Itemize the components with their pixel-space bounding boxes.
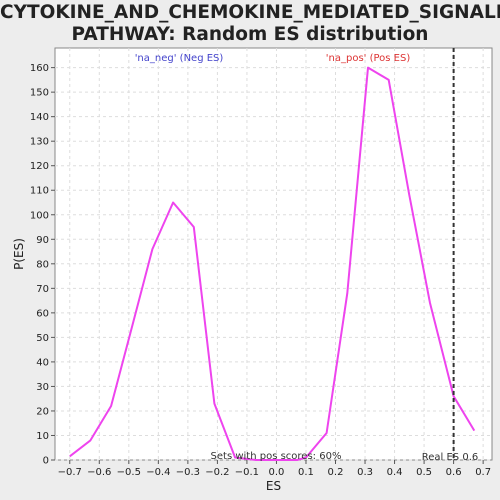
y-tick-label: 20	[36, 406, 49, 417]
y-tick-label: 10	[36, 431, 49, 442]
x-axis-label: ES	[266, 479, 281, 493]
chart-title: CYTOKINE_AND_CHEMOKINE_MEDIATED_SIGNALIN…	[0, 2, 500, 46]
pos-es-label: 'na_pos' (Pos ES)	[326, 53, 411, 64]
y-tick-label: 120	[30, 161, 49, 172]
x-tick-label: 0.6	[446, 467, 462, 478]
y-tick-label: 90	[36, 235, 49, 246]
x-tick-label: 0.7	[475, 467, 491, 478]
chart-title-line2: PATHWAY: Random ES distribution	[71, 24, 429, 45]
y-tick-label: 110	[30, 186, 49, 197]
x-tick-label: 0.3	[357, 467, 373, 478]
series-group	[69, 66, 476, 461]
x-tick-label: −0.4	[146, 467, 170, 478]
y-axis-label: P(ES)	[12, 238, 26, 270]
x-tick-label: 0.1	[298, 467, 314, 478]
y-tick-label: 0	[43, 456, 49, 467]
y-tick-label: 80	[36, 259, 49, 270]
x-tick-label: 0.4	[387, 467, 403, 478]
y-tick-label: 150	[30, 88, 49, 99]
y-tick-label: 160	[30, 63, 49, 74]
y-tick-label: 100	[30, 210, 49, 221]
y-tick-label: 130	[30, 137, 49, 148]
x-tick-label: −0.2	[205, 467, 229, 478]
x-tick-label: −0.1	[235, 467, 259, 478]
x-tick-label: −0.7	[58, 467, 82, 478]
y-tick-label: 40	[36, 357, 49, 368]
grid	[55, 48, 492, 461]
x-tick-label: 0.5	[416, 467, 432, 478]
real-es-label: Real ES 0.6	[422, 452, 478, 463]
axes: 0 10 20 30 40 50 60 70 80 90 100 110 120 130 140 150 160…	[30, 63, 491, 478]
y-tick-label: 70	[36, 284, 49, 295]
x-tick-label: −0.3	[176, 467, 200, 478]
chart-title-line1: CYTOKINE_AND_CHEMOKINE_MEDIATED_SIGNALIN…	[0, 2, 500, 23]
plot-area	[54, 47, 493, 461]
pos-scores-note: Sets with pos scores: 60%	[211, 451, 342, 462]
y-tick-label: 140	[30, 112, 49, 123]
x-tick-label: 0.0	[268, 467, 284, 478]
x-tick-label: 0.2	[328, 467, 344, 478]
series-line	[69, 66, 476, 461]
x-tick-label: −0.5	[117, 467, 141, 478]
y-tick-label: 50	[36, 333, 49, 344]
neg-es-label: 'na_neg' (Neg ES)	[135, 53, 224, 64]
y-tick-label: 60	[36, 308, 49, 319]
x-tick-label: −0.6	[87, 467, 111, 478]
y-tick-label: 30	[36, 382, 49, 393]
